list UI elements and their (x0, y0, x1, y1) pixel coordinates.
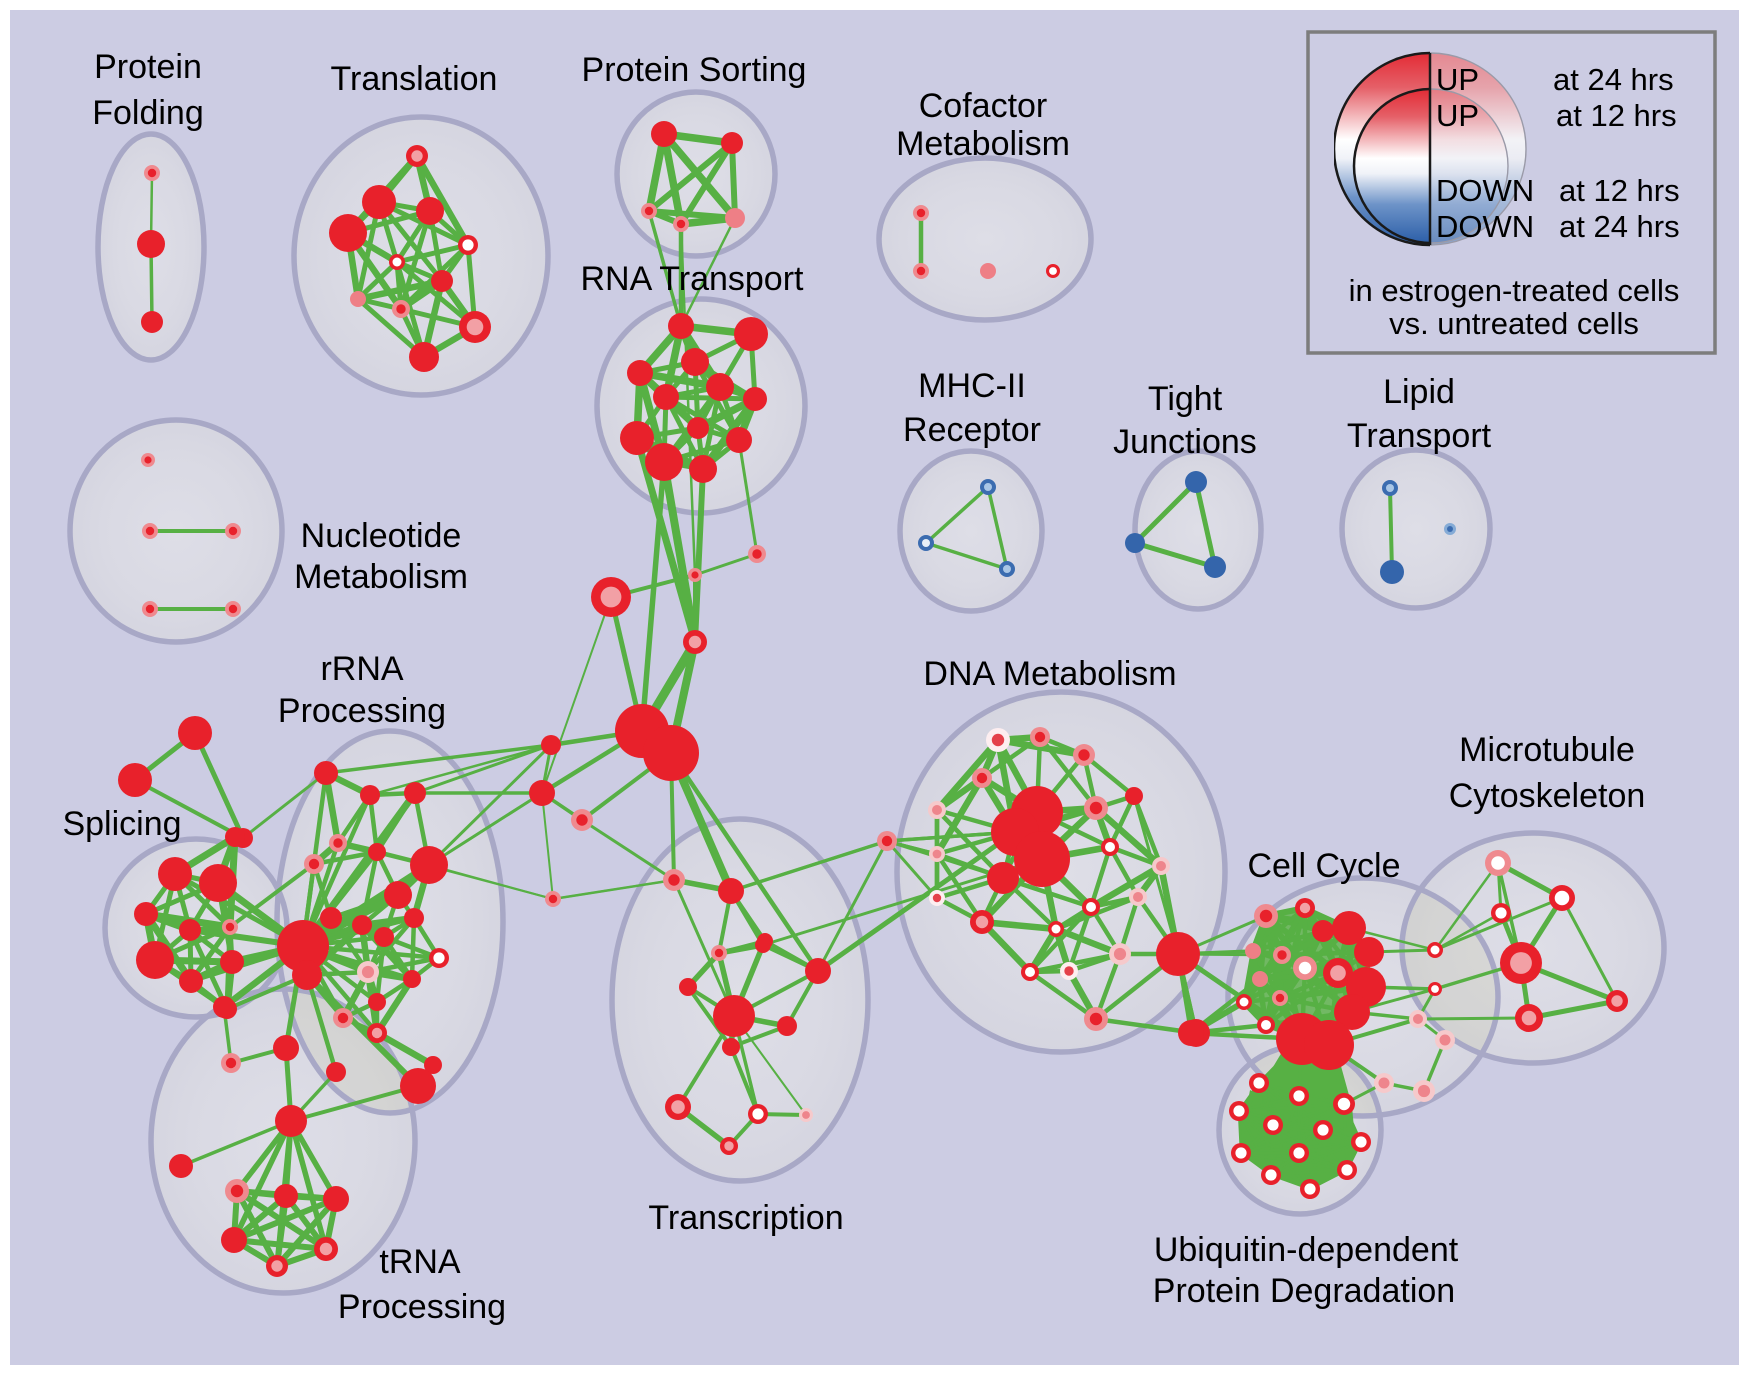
svg-text:vs. untreated cells: vs. untreated cells (1389, 306, 1639, 341)
svg-text:Lipid: Lipid (1383, 373, 1455, 411)
svg-text:UP: UP (1436, 62, 1479, 97)
svg-text:DOWN: DOWN (1436, 173, 1534, 208)
svg-text:at 12 hrs: at 12 hrs (1559, 173, 1680, 208)
svg-text:Transcription: Transcription (648, 1199, 843, 1237)
svg-text:Metabolism: Metabolism (896, 125, 1070, 163)
svg-text:Cofactor: Cofactor (919, 87, 1048, 125)
svg-text:in estrogen-treated cells: in estrogen-treated cells (1349, 273, 1680, 308)
svg-text:Ubiquitin-dependent: Ubiquitin-dependent (1154, 1231, 1459, 1269)
svg-text:Nucleotide: Nucleotide (301, 517, 462, 555)
svg-text:Transport: Transport (1347, 417, 1492, 455)
svg-text:Translation: Translation (331, 60, 498, 98)
svg-text:Tight: Tight (1148, 380, 1223, 418)
svg-text:Receptor: Receptor (903, 411, 1041, 449)
svg-text:UP: UP (1436, 98, 1479, 133)
svg-text:rRNA: rRNA (320, 650, 403, 688)
svg-text:MHC-II: MHC-II (918, 367, 1026, 405)
svg-text:at 24 hrs: at 24 hrs (1559, 209, 1680, 244)
svg-text:at 12 hrs: at 12 hrs (1556, 98, 1677, 133)
svg-text:Metabolism: Metabolism (294, 558, 468, 596)
svg-text:Processing: Processing (338, 1288, 506, 1326)
svg-text:Microtubule: Microtubule (1459, 731, 1635, 769)
svg-text:Splicing: Splicing (62, 805, 181, 843)
svg-text:DOWN: DOWN (1436, 209, 1534, 244)
svg-text:Processing: Processing (278, 692, 446, 730)
svg-text:Folding: Folding (92, 94, 204, 132)
svg-text:RNA Transport: RNA Transport (581, 260, 805, 298)
svg-text:Protein Degradation: Protein Degradation (1153, 1272, 1455, 1310)
svg-text:Cytoskeleton: Cytoskeleton (1449, 777, 1646, 815)
svg-text:at 24 hrs: at 24 hrs (1553, 62, 1674, 97)
svg-text:Protein: Protein (94, 48, 202, 86)
svg-text:Junctions: Junctions (1113, 423, 1257, 461)
svg-text:Protein Sorting: Protein Sorting (582, 51, 807, 89)
svg-text:tRNA: tRNA (379, 1243, 461, 1281)
svg-text:Cell Cycle: Cell Cycle (1247, 847, 1400, 885)
svg-text:DNA Metabolism: DNA Metabolism (923, 655, 1176, 693)
